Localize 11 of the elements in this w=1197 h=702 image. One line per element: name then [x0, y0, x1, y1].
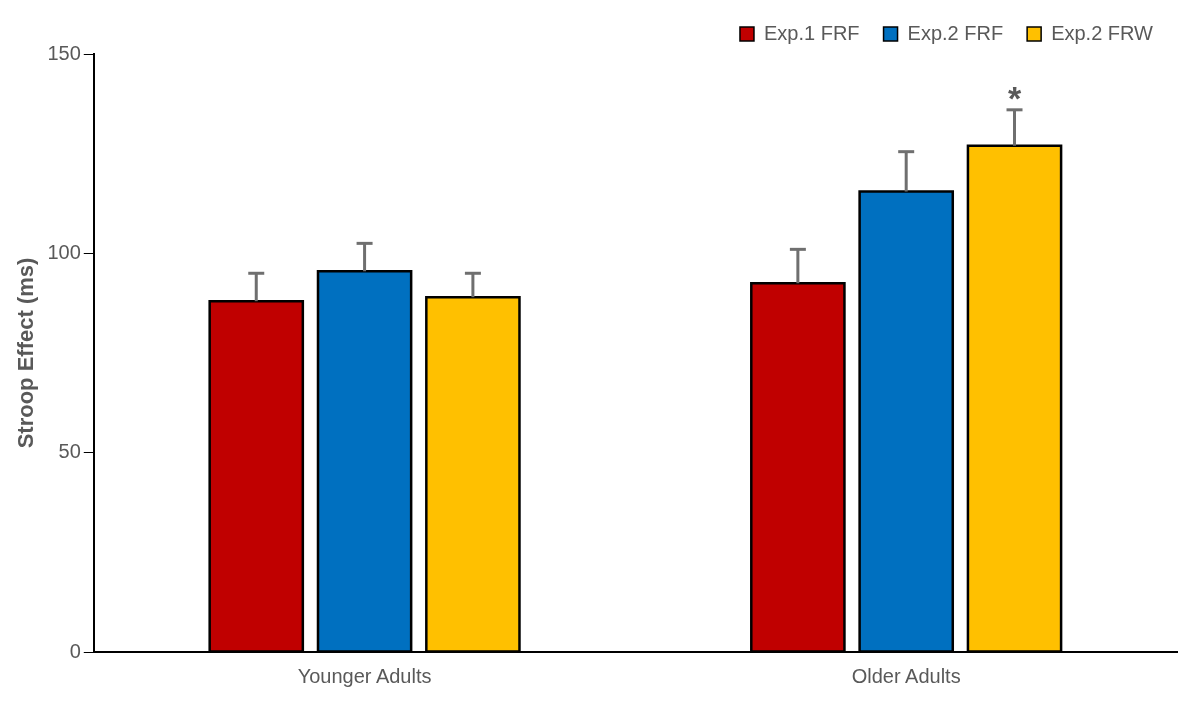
- y-tick-label: 100: [47, 240, 81, 263]
- y-tick-label: 50: [58, 440, 81, 463]
- legend-label: Exp.2 FRF: [907, 21, 1004, 44]
- y-tick-label: 150: [47, 41, 81, 64]
- y-axis-title: Stroop Effect (ms): [13, 257, 39, 449]
- x-tick-label: Younger Adults: [297, 664, 432, 687]
- legend-label: Exp.1 FRF: [763, 21, 860, 44]
- legend-label: Exp.2 FRW: [1051, 21, 1154, 44]
- x-tick-label: Older Adults: [851, 664, 961, 687]
- y-tick-label: 0: [69, 639, 81, 662]
- annotation: *: [1007, 79, 1022, 118]
